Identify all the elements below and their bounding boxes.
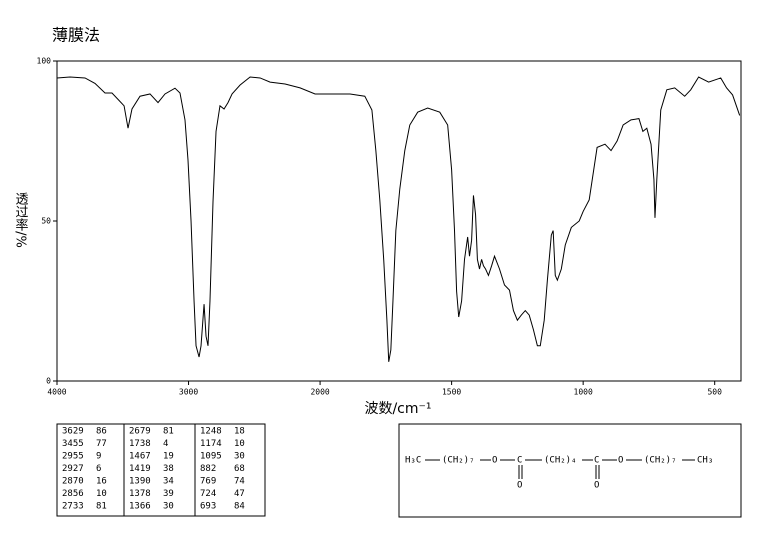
x-tick-label: 3000 xyxy=(179,388,198,397)
atom-label: CH₃ xyxy=(697,456,713,466)
table-cell: 34 xyxy=(163,477,174,487)
table-cell: 1467 xyxy=(129,452,151,462)
table-cell: 10 xyxy=(234,439,245,449)
table-cell: 81 xyxy=(163,427,174,437)
table-cell: 38 xyxy=(163,464,174,474)
table-cell: 2856 xyxy=(62,489,84,499)
atom-label: H₃C xyxy=(405,456,421,466)
x-tick-label: 1000 xyxy=(574,388,593,397)
atom-label: O xyxy=(492,456,497,466)
y-tick-label: 50 xyxy=(41,217,51,226)
table-cell: 6 xyxy=(96,464,101,474)
y-axis-label: 透过率/% xyxy=(13,192,29,248)
atom-label: C xyxy=(517,456,522,466)
table-cell: 1248 xyxy=(200,427,222,437)
peak-table: 3629 86 2679 81 1248 18 3455 77 1738 4 1174 10 2955 9… xyxy=(56,423,266,517)
table-cell: 1390 xyxy=(129,477,151,487)
table-cell: 9 xyxy=(96,452,101,462)
atom-label: C xyxy=(594,456,599,466)
table-cell: 1366 xyxy=(129,502,151,512)
table-cell: 1174 xyxy=(200,439,222,449)
table-cell: 1419 xyxy=(129,464,151,474)
x-tick-label: 4000 xyxy=(47,388,66,397)
table-cell: 77 xyxy=(96,439,107,449)
table-cell: 724 xyxy=(200,489,216,499)
table-cell: 3629 xyxy=(62,427,84,437)
table-cell: 47 xyxy=(234,489,245,499)
spectrum-line xyxy=(56,76,741,362)
x-tick-label: 500 xyxy=(707,388,722,397)
structure-labels: H₃C (CH₂)₇ O C (CH₂)₄ C O (CH₂)₇ CH₃ O O xyxy=(405,456,713,491)
atom-label: (CH₂)₄ xyxy=(544,456,577,466)
atom-label: O xyxy=(594,481,599,491)
table-cell: 3455 xyxy=(62,439,84,449)
table-cell: 2955 xyxy=(62,452,84,462)
table-cell: 19 xyxy=(163,452,174,462)
table-cell: 39 xyxy=(163,489,174,499)
table-cell: 18 xyxy=(234,427,245,437)
table-cell: 769 xyxy=(200,477,216,487)
table-cell: 86 xyxy=(96,427,107,437)
table-cell: 2679 xyxy=(129,427,151,437)
y-tick-label: 100 xyxy=(37,57,52,66)
table-cell: 16 xyxy=(96,477,107,487)
table-cell: 30 xyxy=(234,452,245,462)
table-frame xyxy=(56,423,266,517)
table-cell: 10 xyxy=(96,489,107,499)
atom-label: O xyxy=(618,456,623,466)
table-cell: 81 xyxy=(96,502,107,512)
x-axis-label: 波数/cm⁻¹ xyxy=(364,401,431,417)
x-tick-label: 2000 xyxy=(310,388,329,397)
y-tick-label: 0 xyxy=(46,377,51,386)
table-cell: 68 xyxy=(234,464,245,474)
table-cell: 74 xyxy=(234,477,245,487)
atom-label: (CH₂)₇ xyxy=(644,456,677,466)
x-tick-label: 1500 xyxy=(442,388,461,397)
atom-label: (CH₂)₇ xyxy=(442,456,475,466)
table-cell: 84 xyxy=(234,502,245,512)
table-cell: 1738 xyxy=(129,439,151,449)
table-cell: 693 xyxy=(200,502,216,512)
table-cell: 2927 xyxy=(62,464,84,474)
table-cell: 2870 xyxy=(62,477,84,487)
structure xyxy=(398,423,742,518)
table-cell: 1378 xyxy=(129,489,151,499)
table-cell: 2733 xyxy=(62,502,84,512)
atom-label: O xyxy=(517,481,522,491)
table-cell: 4 xyxy=(163,439,168,449)
chart-title: 薄膜法 xyxy=(52,26,100,45)
plot-frame xyxy=(56,60,742,382)
table-cell: 882 xyxy=(200,464,216,474)
table-cell: 1095 xyxy=(200,452,222,462)
table-cell: 30 xyxy=(163,502,174,512)
structure-frame xyxy=(398,423,742,518)
